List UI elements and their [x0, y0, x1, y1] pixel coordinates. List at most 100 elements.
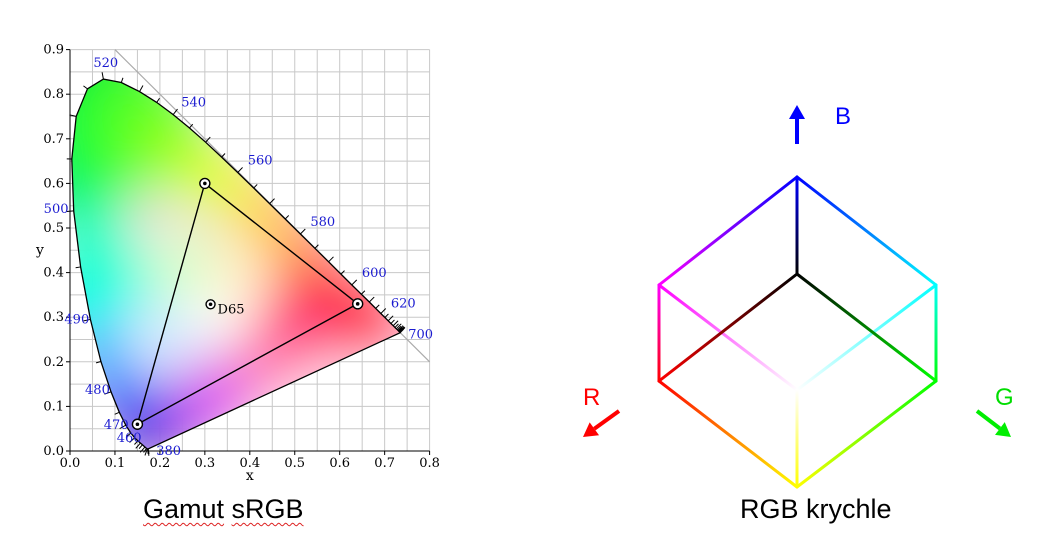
locus-tick	[66, 210, 74, 212]
y-tick-label: 0.7	[43, 132, 64, 147]
locus-tick	[119, 424, 127, 430]
cube-edge-black-green	[795, 272, 938, 383]
locus-tick	[397, 325, 402, 331]
locus-tick	[114, 411, 120, 415]
wavelength-label: 520	[93, 56, 118, 71]
locus-tick	[237, 167, 243, 173]
locus-tick	[392, 320, 399, 327]
locus-tick	[390, 319, 395, 324]
locus-tick	[83, 85, 88, 90]
locus-tick	[351, 279, 358, 286]
white-point-label: D65	[218, 302, 245, 317]
cube-edge-blue-cyan	[795, 175, 938, 287]
x-tick-label: 0.1	[105, 456, 126, 471]
locus-tick	[189, 123, 194, 129]
locus-tick	[380, 308, 387, 314]
locus-tick	[395, 323, 402, 330]
locus-tick	[75, 266, 81, 269]
y-tick-label: 0.9	[43, 43, 64, 58]
locus-tick	[101, 72, 104, 80]
x-tick-label: 0.7	[374, 456, 395, 471]
white-point-d65-dot	[208, 302, 213, 307]
cube-edge-magenta-white	[657, 283, 799, 392]
locus-tick	[95, 361, 102, 364]
locus-tick	[129, 437, 136, 443]
locus-tick	[269, 198, 275, 204]
locus-tick	[300, 228, 306, 235]
locus-tick	[135, 442, 141, 449]
color-fill-blobs	[71, 79, 401, 449]
y-axis-label: y	[35, 242, 44, 258]
y-tick-label: 0.3	[43, 310, 64, 325]
y-tick-label: 0.4	[43, 266, 64, 281]
gamut-caption: Gamut sRGB	[143, 494, 304, 524]
x-tick-label: 0.6	[329, 456, 350, 471]
locus-tick	[138, 444, 143, 449]
cube-edge-black-red	[657, 272, 799, 383]
locus-tick	[253, 184, 258, 189]
wavelength-label: 540	[181, 96, 206, 111]
wavelength-label: 580	[310, 215, 335, 230]
y-tick-label: 0.2	[43, 355, 64, 370]
cube-edge-blue-magenta	[657, 175, 799, 287]
locus-tick	[144, 448, 148, 456]
locus-tick	[156, 97, 160, 103]
cube-edge-red-yellow	[657, 379, 799, 489]
locus-tick	[221, 153, 226, 158]
x-tick-label: 0.3	[195, 456, 216, 471]
locus-tick	[394, 323, 399, 328]
cube-caption: RGB krychle	[740, 494, 892, 524]
axis-label-g: G	[995, 384, 1014, 411]
locus-tick	[143, 448, 147, 453]
locus-tick	[387, 315, 394, 322]
locus-tick	[340, 270, 345, 275]
gamut-green-primary-dot	[203, 181, 207, 186]
x-tick-label: 0.8	[419, 456, 440, 471]
y-tick-label: 0.0	[43, 444, 64, 459]
rgb-cube: B R G	[583, 103, 1014, 489]
wavelength-label: 480	[85, 383, 110, 398]
wavelength-label: 380	[156, 444, 181, 459]
y-tick-label: 0.6	[43, 176, 64, 191]
blue-axis-arrow	[789, 105, 805, 144]
locus-tick	[314, 244, 319, 249]
locus-tick	[384, 313, 389, 318]
locus-tick	[399, 328, 405, 333]
green-axis-arrow	[975, 409, 1011, 437]
wavelength-label: 500	[44, 202, 69, 217]
locus-tick	[134, 440, 139, 445]
gamut-blue-primary-dot	[135, 422, 140, 427]
wavelength-label: 470	[104, 418, 129, 433]
gamut-red-primary-dot	[355, 302, 360, 306]
locus-tick	[361, 290, 366, 295]
wavelength-label: 490	[64, 312, 89, 327]
x-tick-label: 0.5	[284, 456, 305, 471]
cube-edge-cyan-white	[795, 283, 938, 392]
locus-tick	[205, 136, 211, 143]
x-axis-label: x	[246, 468, 254, 484]
chromaticity-color-fill	[71, 79, 401, 449]
locus-tick	[368, 296, 375, 303]
red-axis-arrow	[583, 409, 621, 437]
locus-tick	[397, 325, 404, 331]
locus-tick	[172, 108, 178, 115]
wavelength-label: 620	[391, 296, 416, 311]
cube-edge-green-yellow	[795, 379, 938, 489]
locus-tick	[139, 446, 146, 453]
locus-tick	[398, 327, 403, 332]
x-tick-label: 0.4	[239, 456, 260, 471]
locus-tick	[120, 77, 124, 83]
wavelength-label: 560	[248, 153, 273, 168]
locus-tick	[139, 85, 144, 92]
y-tick-label: 0.8	[43, 87, 64, 102]
color-blob	[119, 299, 200, 380]
wavelength-label: 460	[117, 431, 142, 446]
locus-tick	[69, 114, 77, 117]
wavelength-label: 600	[362, 266, 387, 281]
srgb-gamut-triangle	[136, 182, 359, 426]
locus-tick	[83, 318, 91, 322]
locus-tick	[104, 391, 112, 395]
